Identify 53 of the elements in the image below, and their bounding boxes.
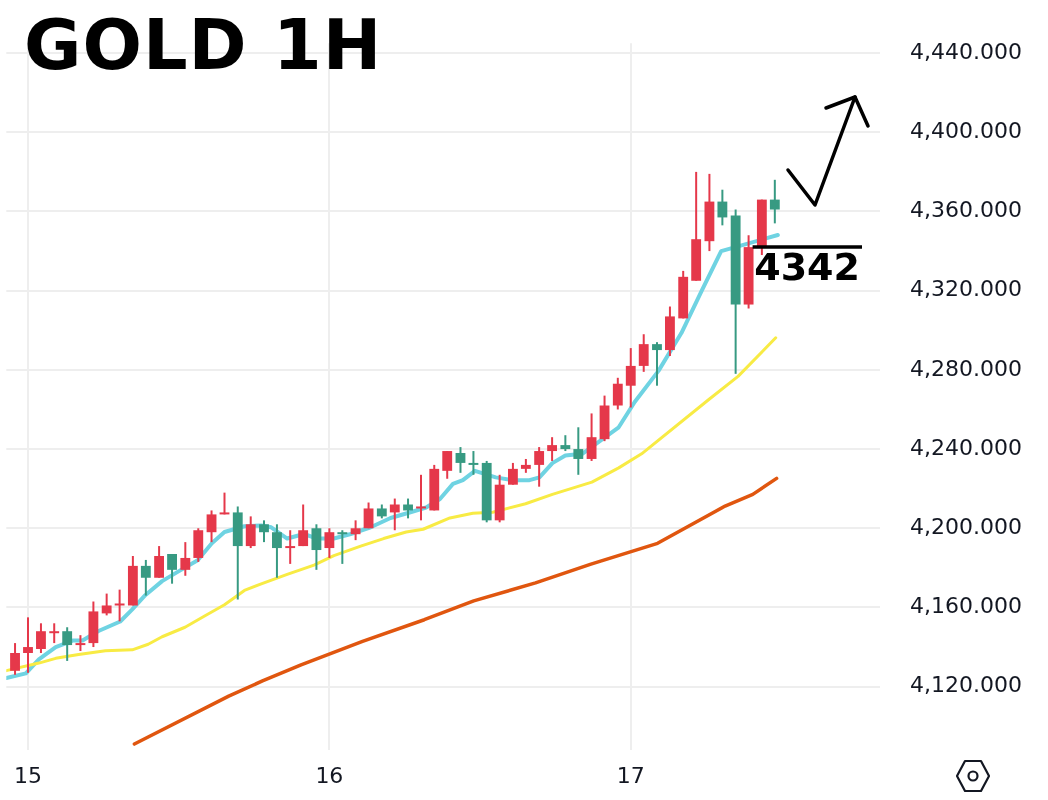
candlestick xyxy=(350,519,361,542)
y-tick-label: 4,360.000 xyxy=(910,197,1022,223)
candlestick xyxy=(534,446,545,488)
y-tick-label: 4,200.000 xyxy=(910,513,1022,539)
candlestick xyxy=(245,515,256,550)
candlestick xyxy=(769,178,780,225)
y-tick-label: 4,240.000 xyxy=(910,434,1022,460)
candlestick xyxy=(442,450,453,480)
candlestick xyxy=(114,588,125,623)
candlestick xyxy=(206,509,217,544)
x-tick-label: 15 xyxy=(14,762,42,788)
candlestick xyxy=(298,503,309,548)
candlestick xyxy=(324,527,335,559)
x-tick-label: 17 xyxy=(616,762,645,788)
candlestick xyxy=(219,491,230,516)
y-tick-label: 4,120.000 xyxy=(910,672,1022,698)
candlestick xyxy=(49,622,60,645)
candlestick xyxy=(455,446,466,474)
candlestick xyxy=(140,558,151,597)
candlestick xyxy=(337,529,348,565)
chart-title: GOLD 1H xyxy=(24,4,383,86)
candlestick xyxy=(389,497,400,532)
candlestick xyxy=(717,188,728,227)
y-tick-label: 4,160.000 xyxy=(910,593,1022,619)
candlestick xyxy=(573,426,584,476)
candlestick xyxy=(180,541,191,577)
candlestick xyxy=(62,626,73,662)
y-tick-label: 4,400.000 xyxy=(910,118,1022,144)
candlestick xyxy=(612,376,623,411)
candlestick xyxy=(23,616,33,674)
candlestick xyxy=(652,341,662,387)
candlestick xyxy=(638,333,649,373)
candlestick xyxy=(311,523,322,571)
candlestick xyxy=(625,347,636,409)
candlestick xyxy=(101,592,112,617)
y-tick-label: 4,280.000 xyxy=(910,355,1022,381)
candlestick xyxy=(468,450,479,476)
y-tick-label: 4,440.000 xyxy=(910,38,1022,64)
candlestick xyxy=(285,529,296,565)
candlestick xyxy=(36,622,46,654)
candlestick xyxy=(547,436,558,462)
candlestick xyxy=(363,501,374,530)
candlestick xyxy=(259,519,269,544)
candlestick xyxy=(10,642,20,676)
candlestick xyxy=(154,545,165,579)
candlestick xyxy=(507,461,518,486)
candlestick xyxy=(586,412,597,462)
candlestick xyxy=(272,523,282,579)
ref-line-label: 4342 xyxy=(754,245,860,289)
candlestick xyxy=(167,553,177,585)
y-tick-label: 4,320.000 xyxy=(910,276,1022,302)
x-tick-label: 16 xyxy=(315,762,344,788)
candlestick xyxy=(416,473,426,522)
